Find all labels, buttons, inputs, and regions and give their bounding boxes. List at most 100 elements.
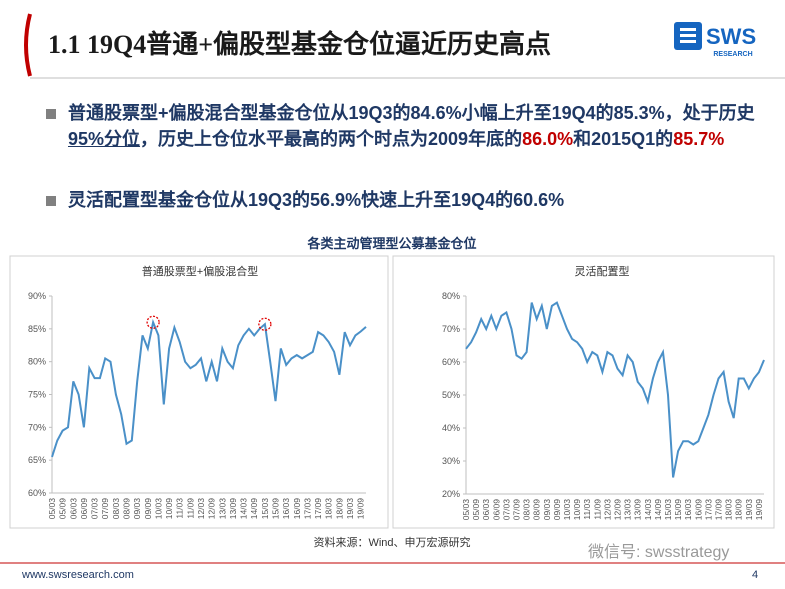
x-tick-label: 08/09 (122, 498, 132, 520)
chart-frame (9, 255, 389, 529)
x-tick-label: 16/03 (281, 498, 291, 520)
x-tick-label: 07/09 (100, 498, 110, 520)
x-tick-label: 10/09 (164, 498, 174, 520)
x-tick-label: 13/09 (228, 498, 238, 520)
x-tick-label: 06/03 (68, 498, 78, 520)
x-tick-label: 14/03 (239, 498, 249, 520)
x-tick-label: 09/09 (552, 499, 562, 521)
x-tick-label: 16/09 (693, 499, 703, 521)
bullet: 灵活配置型基金仓位从19Q3的56.9%快速上升至19Q4的60.6% (46, 187, 768, 213)
x-tick-label: 10/03 (153, 498, 163, 520)
x-tick-label: 18/03 (324, 498, 334, 520)
logo-subtext: RESEARCH (713, 51, 752, 58)
bullet-text: 普通股票型+偏股混合型基金仓位从19Q3的84.6%小幅上升至19Q4的85.3… (68, 103, 755, 123)
x-tick-label: 13/03 (623, 499, 633, 521)
y-tick-label: 60% (28, 488, 46, 498)
x-tick-label: 05/03 (47, 498, 57, 520)
x-tick-label: 09/03 (132, 498, 142, 520)
data-line (465, 301, 765, 478)
x-tick-label: 10/09 (572, 499, 582, 521)
x-tick-label: 15/09 (673, 499, 683, 521)
x-tick-label: 15/03 (260, 498, 270, 520)
x-tick-label: 17/09 (313, 498, 323, 520)
y-tick-label: 20% (442, 489, 460, 499)
figure-title: 各类主动管理型公募基金仓位 (306, 236, 476, 251)
x-tick-label: 08/03 (111, 498, 121, 520)
logo-text: SWS (706, 24, 756, 49)
chart-title: 普通股票型+偏股混合型 (142, 264, 258, 278)
x-tick-label: 12/03 (602, 499, 612, 521)
x-tick-label: 08/03 (522, 499, 532, 521)
bullet-text: 95%分位 (68, 129, 141, 149)
x-tick-label: 12/09 (613, 499, 623, 521)
peak-highlight (258, 317, 272, 331)
x-tick-label: 07/03 (501, 499, 511, 521)
x-tick-label: 05/09 (58, 498, 68, 520)
y-tick-label: 60% (442, 357, 460, 367)
bullet-text: ，历史上仓位水平最高的两个时点为2009年底的 (140, 129, 523, 149)
x-tick-label: 13/09 (633, 499, 643, 521)
x-tick-label: 06/09 (79, 498, 89, 520)
y-tick-label: 65% (28, 455, 46, 465)
x-tick-label: 19/09 (356, 498, 366, 520)
x-tick-label: 05/03 (461, 499, 471, 521)
x-tick-label: 09/03 (542, 499, 552, 521)
x-tick-label: 05/09 (471, 499, 481, 521)
x-tick-label: 12/03 (196, 498, 206, 520)
x-tick-label: 14/09 (249, 498, 259, 520)
logo-icon (674, 22, 702, 50)
y-tick-label: 80% (28, 357, 46, 367)
x-tick-label: 14/03 (643, 499, 653, 521)
x-tick-label: 09/09 (143, 498, 153, 520)
x-tick-label: 16/03 (683, 499, 693, 521)
bullet-text: 灵活配置型基金仓位从19Q3的56.9%快速上升至19Q4的60.6% (68, 190, 565, 210)
title-accent (24, 13, 32, 77)
y-tick-label: 80% (442, 291, 460, 301)
x-tick-label: 16/09 (292, 498, 302, 520)
y-tick-label: 50% (442, 390, 460, 400)
x-tick-label: 18/09 (334, 498, 344, 520)
x-tick-label: 15/03 (663, 499, 673, 521)
x-tick-label: 15/09 (271, 498, 281, 520)
x-tick-label: 14/09 (653, 499, 663, 521)
x-tick-label: 19/03 (345, 498, 355, 520)
y-tick-label: 85% (28, 324, 46, 334)
peak-highlight (146, 315, 160, 329)
x-tick-label: 10/03 (562, 499, 572, 521)
y-tick-label: 30% (442, 456, 460, 466)
y-tick-label: 70% (28, 422, 46, 432)
x-tick-label: 11/03 (175, 498, 185, 519)
x-tick-label: 06/09 (491, 499, 501, 521)
x-tick-label: 18/09 (734, 499, 744, 521)
x-tick-label: 17/03 (703, 499, 713, 521)
x-tick-label: 11/09 (185, 498, 195, 519)
x-tick-label: 11/09 (592, 499, 602, 520)
bullet-text: 和2015Q1的 (573, 129, 674, 149)
page-number: 4 (752, 569, 758, 581)
x-tick-label: 07/03 (90, 498, 100, 520)
x-tick-label: 17/03 (302, 498, 312, 520)
data-line (51, 318, 367, 458)
x-tick-label: 18/03 (724, 499, 734, 521)
x-tick-label: 12/09 (207, 498, 217, 520)
x-tick-label: 11/03 (582, 499, 592, 520)
slide-title: 1.1 19Q4普通+偏股型基金仓位逼近历史高点 (48, 30, 552, 59)
x-tick-label: 08/09 (532, 499, 542, 521)
x-tick-label: 06/03 (481, 499, 491, 521)
footer-url: www.swsresearch.com (21, 569, 134, 581)
y-tick-label: 70% (442, 324, 460, 334)
y-tick-label: 90% (28, 291, 46, 301)
y-tick-label: 40% (442, 423, 460, 433)
x-tick-label: 19/09 (754, 499, 764, 521)
x-tick-label: 17/09 (714, 499, 724, 521)
x-tick-label: 19/03 (744, 499, 754, 521)
y-tick-label: 75% (28, 390, 46, 400)
chart-title: 灵活配置型 (575, 264, 630, 278)
bullet-highlight: 86.0% (522, 129, 574, 149)
bullet-highlight: 85.7% (673, 129, 725, 149)
x-tick-label: 07/09 (512, 499, 522, 521)
source-note: 资料来源：Wind、申万宏源研究 (313, 535, 470, 549)
chart-frame (392, 255, 775, 529)
bullet: 普通股票型+偏股混合型基金仓位从19Q3的84.6%小幅上升至19Q4的85.3… (46, 100, 768, 152)
